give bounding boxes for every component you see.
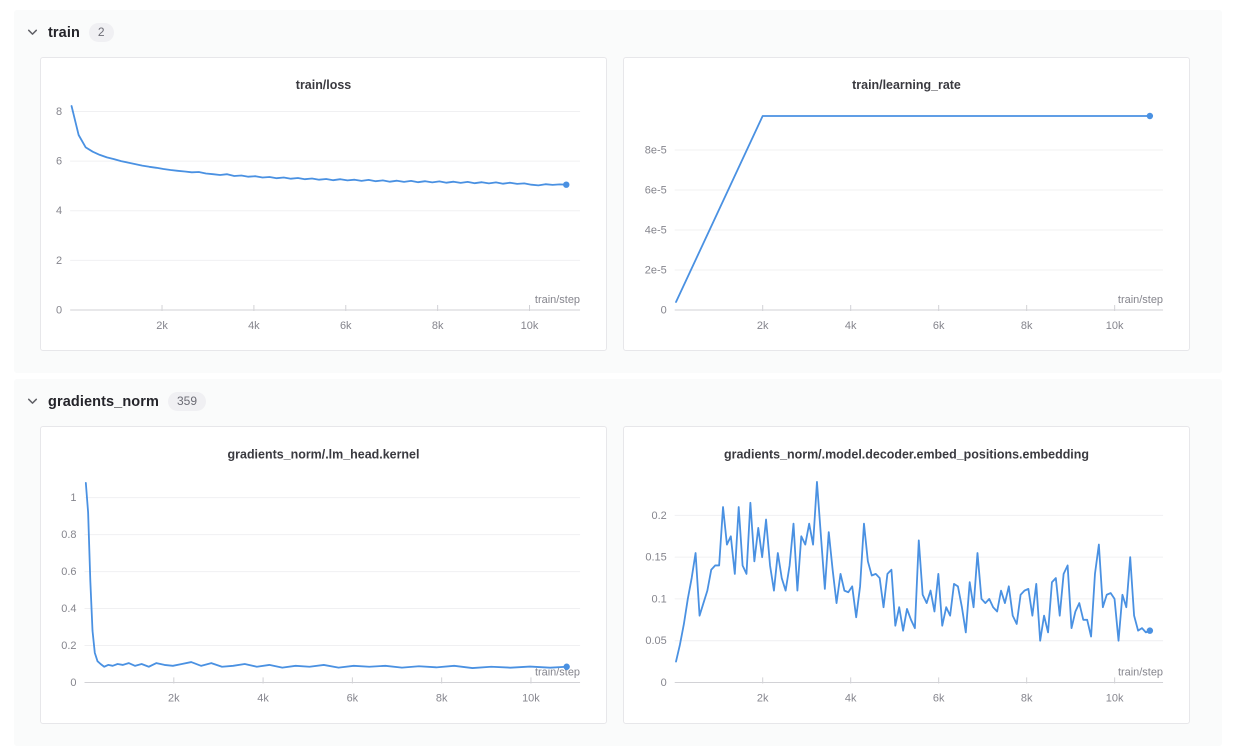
chart-panel-embed-positions-embedding[interactable]: 0 0.05 0.1 0.15 0.2 2k 4k 6k 8k 10k train/step grad… — [623, 426, 1190, 724]
svg-text:10k: 10k — [1106, 320, 1124, 332]
svg-text:0: 0 — [661, 677, 667, 689]
svg-text:train/step: train/step — [535, 294, 580, 306]
section-title: train — [48, 24, 80, 41]
line-chart-lm-head-kernel[interactable]: 0 0.2 0.4 0.6 0.8 1 2k 4k 6k 8k 10k train/step gradi… — [41, 427, 606, 723]
svg-text:0: 0 — [56, 304, 62, 316]
svg-text:2k: 2k — [757, 693, 769, 705]
svg-text:8k: 8k — [436, 693, 448, 705]
chart-panel-lm-head-kernel[interactable]: 0 0.2 0.4 0.6 0.8 1 2k 4k 6k 8k 10k train/step gradi… — [40, 426, 607, 724]
svg-text:10k: 10k — [521, 320, 539, 332]
svg-text:4: 4 — [56, 205, 62, 217]
svg-text:6k: 6k — [933, 693, 945, 705]
section-header-gradients-norm[interactable]: gradients_norm 359 — [25, 392, 1222, 411]
panel-grid-train: 0 2 4 6 8 2k 4k 6k 8k 10k train/step train/loss 0 2e… — [40, 57, 1190, 351]
svg-text:4e-5: 4e-5 — [645, 224, 667, 236]
svg-text:8k: 8k — [1021, 693, 1033, 705]
svg-text:0.6: 0.6 — [61, 566, 76, 578]
panel-grid-gradients-norm: 0 0.2 0.4 0.6 0.8 1 2k 4k 6k 8k 10k train/step gradi… — [40, 426, 1190, 724]
svg-text:10k: 10k — [1106, 693, 1124, 705]
svg-text:0: 0 — [661, 304, 667, 316]
svg-text:2k: 2k — [757, 320, 769, 332]
svg-text:2e-5: 2e-5 — [645, 264, 667, 276]
svg-text:0.2: 0.2 — [61, 640, 76, 652]
svg-text:6: 6 — [56, 156, 62, 168]
chart-panel-train-loss[interactable]: 0 2 4 6 8 2k 4k 6k 8k 10k train/step train/loss — [40, 57, 607, 351]
svg-text:train/step: train/step — [535, 666, 580, 678]
svg-text:0.05: 0.05 — [645, 635, 666, 647]
svg-text:8: 8 — [56, 106, 62, 118]
svg-text:2k: 2k — [156, 320, 168, 332]
svg-text:0.2: 0.2 — [651, 510, 666, 522]
svg-text:train/step: train/step — [1118, 294, 1163, 306]
svg-text:8k: 8k — [432, 320, 444, 332]
svg-text:train/learning_rate: train/learning_rate — [852, 78, 961, 92]
section-train: train 2 0 2 4 6 8 2k 4k 6k 8k 10k train/step train/… — [14, 10, 1222, 373]
section-header-train[interactable]: train 2 — [25, 23, 1222, 42]
svg-text:4k: 4k — [845, 320, 857, 332]
svg-text:4k: 4k — [257, 693, 269, 705]
svg-text:gradients_norm/.lm_head.kernel: gradients_norm/.lm_head.kernel — [228, 447, 420, 461]
line-chart-train-learning-rate[interactable]: 0 2e-5 4e-5 6e-5 8e-5 2k 4k 6k 8k 10k train/step tr… — [624, 58, 1189, 350]
chevron-down-icon[interactable] — [25, 26, 39, 40]
svg-text:2: 2 — [56, 255, 62, 267]
svg-text:6k: 6k — [347, 693, 359, 705]
line-chart-embed-positions-embedding[interactable]: 0 0.05 0.1 0.15 0.2 2k 4k 6k 8k 10k train/step grad… — [624, 427, 1189, 723]
section-title: gradients_norm — [48, 393, 159, 410]
svg-text:0.1: 0.1 — [651, 593, 666, 605]
svg-text:train/loss: train/loss — [296, 78, 351, 92]
chevron-down-icon[interactable] — [25, 395, 39, 409]
svg-text:gradients_norm/.model.decoder.: gradients_norm/.model.decoder.embed_posi… — [724, 447, 1089, 461]
section-gradients-norm: gradients_norm 359 0 0.2 0.4 0.6 0.8 1 2k 4k 6k 8… — [14, 379, 1222, 746]
svg-text:0.4: 0.4 — [61, 603, 76, 615]
svg-text:0: 0 — [70, 677, 76, 689]
svg-text:8k: 8k — [1021, 320, 1033, 332]
svg-text:2k: 2k — [168, 693, 180, 705]
panel-count-badge: 2 — [88, 23, 114, 42]
svg-text:train/step: train/step — [1118, 666, 1163, 678]
svg-text:1: 1 — [70, 492, 76, 504]
svg-text:10k: 10k — [522, 693, 540, 705]
svg-text:0.8: 0.8 — [61, 529, 76, 541]
chart-panel-train-learning-rate[interactable]: 0 2e-5 4e-5 6e-5 8e-5 2k 4k 6k 8k 10k train/step tr… — [623, 57, 1190, 351]
svg-text:4k: 4k — [845, 693, 857, 705]
panel-count-badge: 359 — [167, 392, 207, 411]
svg-text:6e-5: 6e-5 — [645, 184, 667, 196]
svg-text:4k: 4k — [248, 320, 260, 332]
svg-text:6k: 6k — [340, 320, 352, 332]
svg-text:6k: 6k — [933, 320, 945, 332]
line-chart-train-loss[interactable]: 0 2 4 6 8 2k 4k 6k 8k 10k train/step train/loss — [41, 58, 606, 350]
svg-text:0.15: 0.15 — [645, 552, 666, 564]
svg-text:8e-5: 8e-5 — [645, 144, 667, 156]
